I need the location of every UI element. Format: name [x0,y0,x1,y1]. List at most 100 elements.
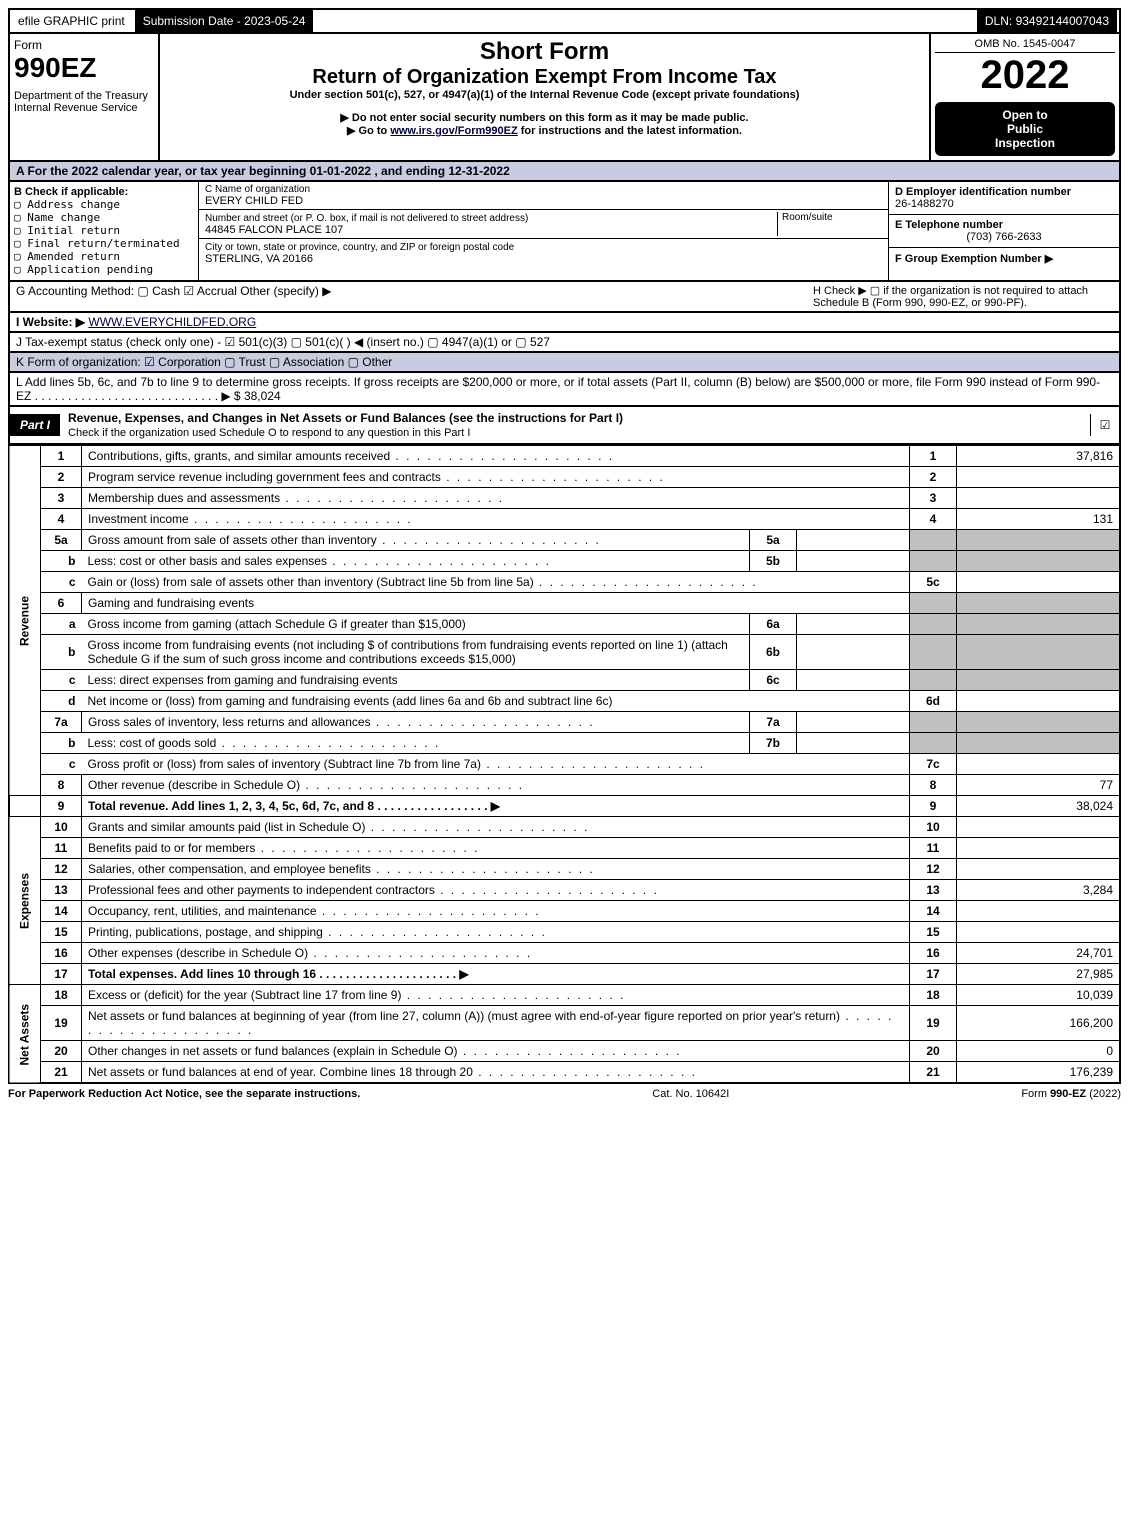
line-5c-text: Gain or (loss) from sale of assets other… [82,572,910,593]
line-7a-inneramt [797,712,910,733]
line-6a-greyamt [957,614,1121,635]
part-1-check[interactable]: ☑ [1090,414,1119,436]
title-short-form: Short Form [164,38,925,66]
part-1-table: Revenue 1 Contributions, gifts, grants, … [8,445,1121,1084]
line-5b-num: b [41,551,82,572]
line-5a-greycol [910,530,957,551]
line-8-num: 8 [41,775,82,796]
box-def: D Employer identification number 26-1488… [889,182,1119,280]
line-6a-inneramt [797,614,910,635]
line-7c-text: Gross profit or (loss) from sales of inv… [82,754,910,775]
line-12-text: Salaries, other compensation, and employ… [82,859,910,880]
line-7c-col: 7c [910,754,957,775]
form-number: 990EZ [14,52,154,84]
box-c: C Name of organization EVERY CHILD FED N… [199,182,889,280]
line-1-num: 1 [41,446,82,467]
line-16-text: Other expenses (describe in Schedule O) [82,943,910,964]
line-7a-text: Gross sales of inventory, less returns a… [82,712,750,733]
line-1-amt: 37,816 [957,446,1121,467]
submission-date: Submission Date - 2023-05-24 [135,10,316,32]
title-return: Return of Organization Exempt From Incom… [164,66,925,89]
line-16-amt: 24,701 [957,943,1121,964]
line-14-amt [957,901,1121,922]
line-6-greycol [910,593,957,614]
city-label: City or town, state or province, country… [205,242,514,253]
line-21-num: 21 [41,1062,82,1084]
line-i: I Website: ▶ WWW.EVERYCHILDFED.ORG [8,313,1121,333]
opt-address-change[interactable]: ▢ Address change [14,198,194,211]
line-17-col: 17 [910,964,957,985]
subtitle: Under section 501(c), 527, or 4947(a)(1)… [164,89,925,101]
line-3-num: 3 [41,488,82,509]
line-5a-inner: 5a [750,530,797,551]
line-3-text: Membership dues and assessments [82,488,910,509]
form-word: Form [14,38,154,52]
line-12-col: 12 [910,859,957,880]
line-2-col: 2 [910,467,957,488]
goto-note: ▶ Go to www.irs.gov/Form990EZ for instru… [164,124,925,137]
opt-amended-return[interactable]: ▢ Amended return [14,250,194,263]
line-6d-col: 6d [910,691,957,712]
line-17-amt: 27,985 [957,964,1121,985]
line-18-text: Excess or (deficit) for the year (Subtra… [82,985,910,1006]
line-3-amt [957,488,1121,509]
line-4-num: 4 [41,509,82,530]
line-7b-num: b [41,733,82,754]
netassets-label: Net Assets [9,985,41,1084]
dept-treasury: Department of the Treasury [14,90,154,102]
top-bar: efile GRAPHIC print Submission Date - 20… [8,8,1121,34]
line-20-amt: 0 [957,1041,1121,1062]
line-14-col: 14 [910,901,957,922]
line-18-col: 18 [910,985,957,1006]
line-14-num: 14 [41,901,82,922]
line-9-text: Total revenue. Add lines 1, 2, 3, 4, 5c,… [82,796,910,817]
line-9-amt: 38,024 [957,796,1121,817]
opt-initial-return[interactable]: ▢ Initial return [14,224,194,237]
line-7a-num: 7a [41,712,82,733]
line-20-text: Other changes in net assets or fund bala… [82,1041,910,1062]
line-6-text: Gaming and fundraising events [82,593,910,614]
line-6c-num: c [41,670,82,691]
efile-label[interactable]: efile GRAPHIC print [10,10,135,32]
line-20-col: 20 [910,1041,957,1062]
line-15-amt [957,922,1121,943]
room-suite-label: Room/suite [777,212,882,236]
line-5a-text: Gross amount from sale of assets other t… [82,530,750,551]
line-4-amt: 131 [957,509,1121,530]
line-8-text: Other revenue (describe in Schedule O) [82,775,910,796]
irs-link[interactable]: www.irs.gov/Form990EZ [390,125,517,137]
line-5c-num: c [41,572,82,593]
line-k: K Form of organization: ☑ Corporation ▢ … [8,353,1121,373]
line-11-text: Benefits paid to or for members [82,838,910,859]
website-link[interactable]: WWW.EVERYCHILDFED.ORG [88,315,256,329]
line-6a-inner: 6a [750,614,797,635]
line-6b-greycol [910,635,957,670]
line-12-amt [957,859,1121,880]
line-9-col: 9 [910,796,957,817]
line-10-text: Grants and similar amounts paid (list in… [82,817,910,838]
line-15-text: Printing, publications, postage, and shi… [82,922,910,943]
line-6c-text: Less: direct expenses from gaming and fu… [82,670,750,691]
line-7b-inneramt [797,733,910,754]
street-label: Number and street (or P. O. box, if mail… [205,213,528,224]
line-5b-inneramt [797,551,910,572]
name-label: C Name of organization [205,184,882,195]
footer-right: Form 990-EZ (2022) [1021,1088,1121,1100]
line-7c-num: c [41,754,82,775]
line-7b-inner: 7b [750,733,797,754]
opt-application-pending[interactable]: ▢ Application pending [14,263,194,276]
omb-no: OMB No. 1545-0047 [935,38,1115,53]
opt-name-change[interactable]: ▢ Name change [14,211,194,224]
line-20-num: 20 [41,1041,82,1062]
city-state-zip: STERLING, VA 20166 [205,253,313,265]
line-21-col: 21 [910,1062,957,1084]
line-5b-greyamt [957,551,1121,572]
line-11-col: 11 [910,838,957,859]
line-7a-inner: 7a [750,712,797,733]
line-6a-greycol [910,614,957,635]
form-header: Form 990EZ Department of the Treasury In… [8,34,1121,162]
opt-final-return[interactable]: ▢ Final return/terminated [14,237,194,250]
line-gh: G Accounting Method: ▢ Cash ☑ Accrual Ot… [8,282,1121,313]
line-5a-inneramt [797,530,910,551]
footer-left: For Paperwork Reduction Act Notice, see … [8,1088,360,1100]
